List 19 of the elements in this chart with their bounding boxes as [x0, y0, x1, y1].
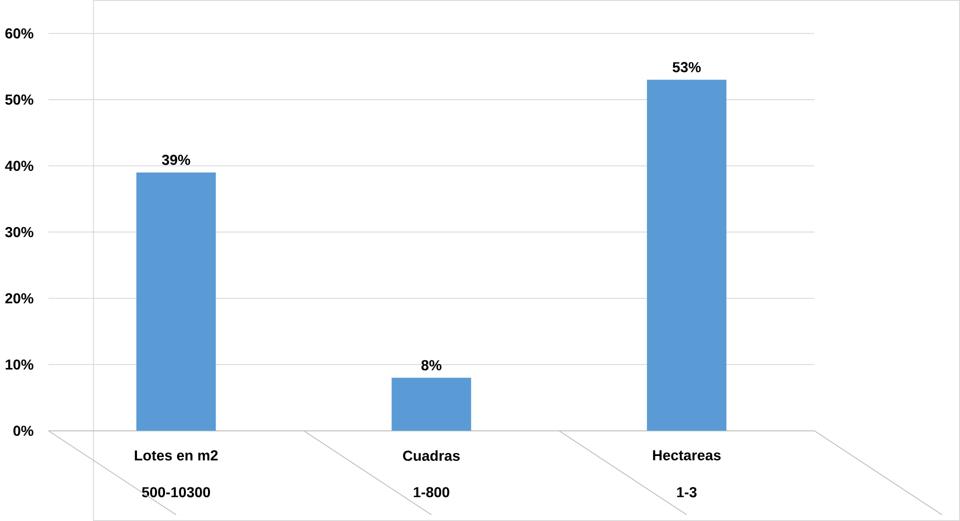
x-tick-label: Lotes en m2 — [134, 450, 218, 460]
data-label: 39% — [162, 154, 190, 165]
y-tick-label: 40% — [5, 160, 34, 171]
y-tick-label: 10% — [6, 359, 34, 370]
text: 1-3 — [677, 487, 697, 498]
x-tick-label: Cuadras — [403, 450, 460, 461]
y-tick-label: 20% — [5, 293, 34, 304]
bar — [646, 80, 726, 431]
y-tick-label: 50% — [5, 94, 34, 105]
data-label: 8% — [421, 360, 442, 370]
bar — [392, 378, 472, 431]
data-label: 53% — [672, 62, 701, 72]
y-tick-label: 60% — [5, 28, 34, 38]
x-tick-label: Hectareas — [653, 450, 721, 460]
text: 1-800 — [414, 487, 450, 498]
bar — [136, 172, 216, 431]
y-tick-label: 30% — [5, 226, 34, 238]
y-tick-label: 0% — [13, 426, 34, 436]
text: 500-10300 — [142, 487, 210, 498]
